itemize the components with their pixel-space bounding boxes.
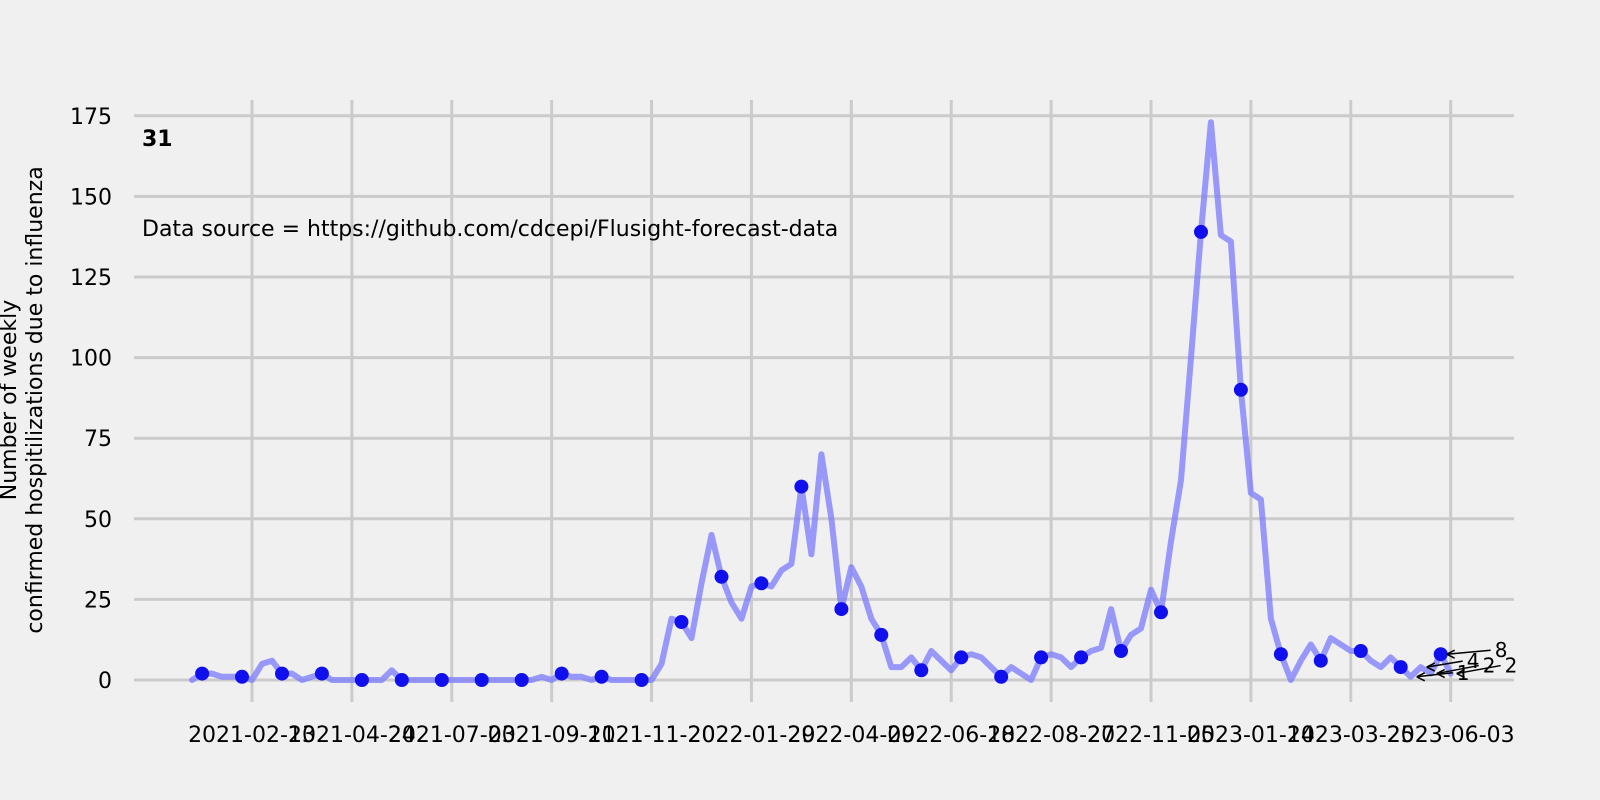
data-point-33	[514, 673, 529, 687]
forecast-arrow-line-1	[1426, 660, 1463, 668]
x-tick-label-4: 2021-11-20	[588, 723, 716, 748]
data-point-73	[914, 663, 929, 678]
data-point-97	[1154, 605, 1168, 620]
y-tick-label-5: 125	[70, 266, 112, 291]
y-tick-label-2: 50	[84, 508, 112, 533]
data-point-21	[394, 673, 409, 687]
grid	[134, 100, 1514, 702]
x-tick-label-8: 2022-08-27	[987, 723, 1115, 748]
forecast-arrow-head-1	[1426, 662, 1436, 672]
forecast-arrow-head-2	[1416, 672, 1426, 682]
data-point-17	[354, 673, 369, 687]
forecast-arrow-head-3	[1436, 668, 1446, 679]
forecast-arrow-line-3	[1436, 664, 1479, 675]
x-tick-label-6: 2022-04-09	[787, 723, 915, 748]
y-tick-label-4: 100	[70, 347, 112, 372]
data-point-25	[434, 673, 449, 687]
y-axis-label-line-2: confirmed hospitilizations due to influe…	[23, 166, 48, 633]
data-point-77	[954, 650, 969, 665]
data-point-49	[674, 615, 689, 629]
data-point-61	[794, 479, 809, 494]
data-point-65	[834, 602, 849, 617]
data-point-53	[714, 569, 729, 584]
forecast-labels: 841 2 2	[1416, 638, 1518, 685]
data-point-41	[594, 669, 609, 684]
x-tick-label-2: 2021-07-03	[388, 723, 516, 748]
forecast-label-4: 2	[1505, 654, 1518, 678]
forecast-arrow-line-4	[1456, 664, 1501, 675]
data-point-5	[235, 669, 249, 684]
x-tick-label-1: 2021-04-24	[288, 723, 416, 748]
forecast-arrow-line-0	[1446, 649, 1491, 655]
x-axis-ticks: 2021-02-132021-04-242021-07-032021-09-11…	[188, 723, 1515, 748]
data-point-13	[314, 666, 329, 681]
data-point-105	[1233, 382, 1248, 397]
data-point-113	[1313, 653, 1328, 668]
data-point-69	[874, 627, 889, 642]
y-tick-label-6: 150	[70, 185, 112, 210]
forecast-arrow-head-4	[1456, 668, 1466, 679]
panel-label: 31	[142, 127, 173, 152]
x-tick-label-11: 2023-03-25	[1287, 723, 1415, 748]
data-point-29	[474, 673, 489, 687]
x-tick-label-7: 2022-06-18	[887, 723, 1015, 748]
data-point-125	[1433, 647, 1448, 662]
data-point-57	[754, 576, 769, 591]
data-point-109	[1273, 647, 1288, 662]
x-tick-label-0: 2021-02-13	[188, 723, 316, 748]
x-tick-label-3: 2021-09-11	[488, 723, 616, 748]
y-tick-label-0: 0	[98, 669, 112, 694]
data-point-93	[1114, 644, 1128, 658]
forecast-arrow-head-0	[1446, 649, 1456, 659]
data-point-45	[634, 673, 649, 687]
data-point-9	[275, 666, 289, 681]
data-point-117	[1353, 644, 1368, 658]
y-axis-label-line-1: Number of weekly	[0, 300, 22, 501]
y-tick-label-3: 75	[84, 427, 112, 452]
data-point-81	[994, 669, 1009, 684]
x-tick-label-12: 2023-06-03	[1387, 723, 1515, 748]
data-source-annotation: Data source = https://github.com/cdcepi/…	[142, 217, 838, 242]
forecast-label-3: 2	[1483, 654, 1496, 678]
y-axis-label: Number of weekly confirmed hospitilizati…	[0, 166, 48, 633]
forecast-arrow-line-2	[1416, 672, 1453, 678]
data-point-121	[1393, 660, 1408, 675]
data-point-101	[1194, 224, 1208, 239]
markers-group	[195, 224, 1448, 687]
forecast-label-0: 8	[1495, 638, 1508, 662]
x-tick-label-9: 2022-11-05	[1087, 723, 1215, 748]
data-point-1	[195, 666, 210, 681]
x-tick-label-10: 2023-01-14	[1187, 723, 1315, 748]
data-point-37	[554, 666, 569, 681]
x-tick-label-5: 2022-01-29	[688, 723, 816, 748]
y-axis-ticks: 0 25 50 75 100 125 150 175	[70, 105, 112, 694]
data-point-89	[1074, 650, 1089, 665]
y-tick-label-7: 175	[70, 105, 112, 130]
y-tick-label-1: 25	[84, 588, 112, 613]
data-point-85	[1034, 650, 1049, 665]
